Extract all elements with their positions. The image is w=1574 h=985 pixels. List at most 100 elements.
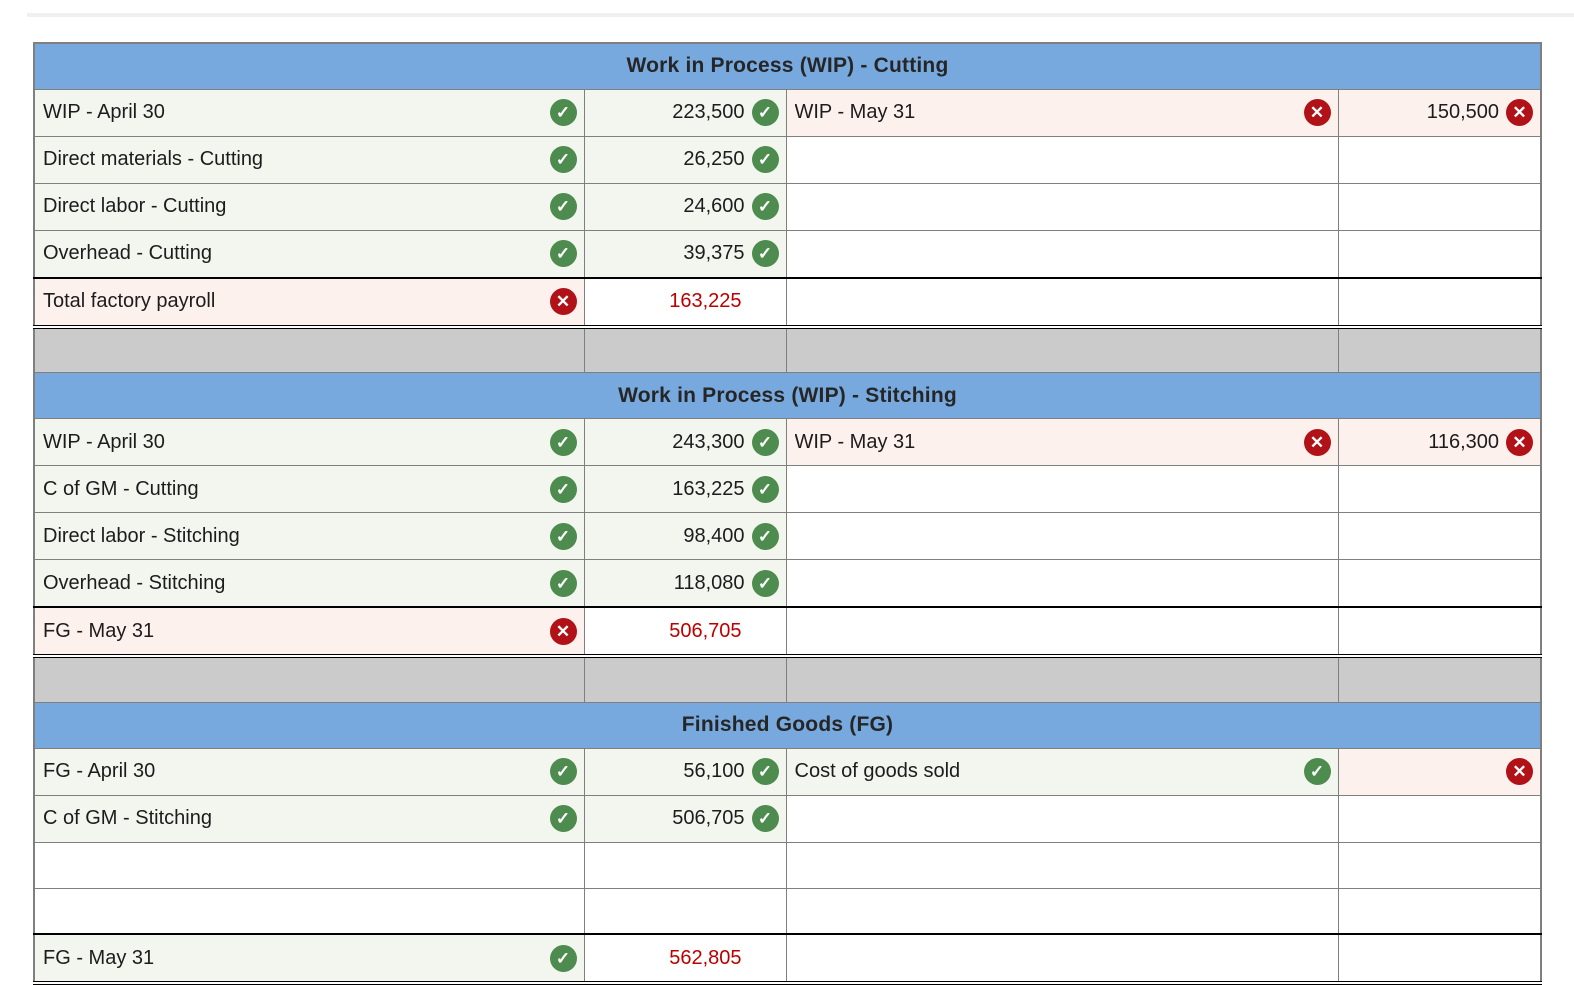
x-icon: ✕ [1303, 99, 1331, 126]
t-accounts-sheet: Work in Process (WIP) - Cutting WIP - Ap… [33, 42, 1542, 985]
debit-label-cell[interactable]: WIP - April 30 ✓ [33, 418, 585, 466]
account-entry-label: WIP - May 31 [794, 101, 916, 123]
debit-amount-cell[interactable]: 24,600 ✓ [583, 182, 787, 231]
section-title-finished-goods: Finished Goods (FG) [33, 701, 1542, 749]
check-icon: ✓ [751, 193, 779, 220]
debit-amount-cell[interactable] [583, 887, 787, 935]
credit-label-cell[interactable] [785, 276, 1339, 329]
credit-label-cell[interactable] [785, 559, 1339, 608]
credit-label-cell[interactable]: WIP - May 31 ✕ [785, 418, 1339, 466]
debit-amount-cell[interactable]: 163,225 [583, 276, 787, 329]
table-row: C of GM - Stitching ✓ 506,705 ✓ [33, 794, 1542, 843]
credit-amount-cell[interactable] [1337, 465, 1542, 513]
debit-label-cell[interactable]: FG - April 30 ✓ [33, 747, 585, 796]
t-accounts-table: Work in Process (WIP) - Cutting WIP - Ap… [33, 42, 1542, 985]
x-icon: ✕ [1506, 99, 1533, 126]
credit-amount-cell[interactable] [1337, 276, 1542, 329]
debit-label-cell[interactable]: Direct materials - Cutting ✓ [33, 135, 585, 184]
credit-label-cell[interactable] [785, 229, 1339, 278]
credit-label-cell[interactable] [785, 135, 1339, 184]
credit-amount-cell[interactable]: ✕ [1337, 747, 1542, 796]
debit-label-cell[interactable]: FG - May 31 ✓ [33, 933, 585, 985]
credit-amount-cell[interactable] [1337, 559, 1542, 608]
section-header-row: Work in Process (WIP) - Cutting [33, 42, 1542, 90]
check-icon: ✓ [751, 522, 779, 550]
debit-amount-cell[interactable]: 506,705 ✓ [583, 794, 787, 843]
debit-amount-cell[interactable]: 56,100 ✓ [583, 747, 787, 796]
account-entry-label: Total factory payroll [43, 290, 216, 312]
check-icon: ✓ [549, 475, 577, 503]
debit-label-cell[interactable]: FG - May 31 ✕ [33, 606, 585, 658]
credit-label-cell[interactable]: WIP - May 31 ✕ [785, 88, 1339, 137]
credit-label-cell[interactable] [785, 512, 1339, 560]
credit-amount-cell[interactable] [1337, 512, 1542, 560]
credit-label-cell[interactable] [785, 465, 1339, 513]
debit-label-cell[interactable]: Direct labor - Cutting ✓ [33, 182, 585, 231]
debit-amount-cell[interactable] [583, 841, 787, 889]
separator-row [33, 655, 1542, 703]
debit-amount-cell[interactable]: 26,250 ✓ [583, 135, 787, 184]
credit-amount-cell[interactable] [1337, 933, 1542, 985]
account-entry-label: Cost of goods sold [794, 760, 961, 782]
credit-amount-cell[interactable]: 116,300 ✕ [1337, 418, 1542, 466]
debit-amount-cell[interactable]: 562,805 [583, 933, 787, 985]
debit-amount-cell[interactable]: 506,705 [583, 606, 787, 658]
debit-label-cell[interactable] [33, 887, 585, 935]
credit-label-cell[interactable] [785, 887, 1339, 935]
credit-amount-cell[interactable] [1337, 841, 1542, 889]
amount-value: 163,225 [672, 477, 745, 500]
check-icon: ✓ [549, 428, 577, 456]
account-entry-label: FG - May 31 [43, 946, 155, 969]
account-entry-label: C of GM - Stitching [43, 807, 212, 829]
credit-label-cell[interactable] [785, 182, 1339, 231]
credit-label-cell[interactable] [785, 794, 1339, 843]
amount-value: 26,250 [683, 148, 745, 170]
total-row: Total factory payroll ✕ 163,225 [33, 276, 1542, 329]
credit-label-cell[interactable] [785, 606, 1339, 658]
amount-value: 562,805 [669, 946, 742, 969]
debit-label-cell[interactable]: Direct labor - Stitching ✓ [33, 512, 585, 560]
amount-value: 223,500 [672, 101, 745, 123]
debit-amount-cell[interactable]: 118,080 ✓ [583, 559, 787, 608]
debit-label-cell[interactable]: C of GM - Stitching ✓ [33, 794, 585, 843]
credit-amount-cell[interactable] [1337, 794, 1542, 843]
debit-amount-cell[interactable]: 39,375 ✓ [583, 229, 787, 278]
table-row: Direct materials - Cutting ✓ 26,250 ✓ [33, 135, 1542, 184]
debit-label-cell[interactable]: WIP - April 30 ✓ [33, 88, 585, 137]
credit-amount-cell[interactable] [1337, 135, 1542, 184]
section-header-row: Finished Goods (FG) [33, 701, 1542, 749]
debit-amount-cell[interactable]: 163,225 ✓ [583, 465, 787, 513]
check-icon: ✓ [549, 569, 577, 597]
credit-amount-cell[interactable] [1337, 887, 1542, 935]
top-divider-strip [27, 13, 1574, 17]
account-entry-label: Overhead - Stitching [43, 571, 226, 594]
credit-label-cell[interactable] [785, 841, 1339, 889]
amount-value: 98,400 [683, 524, 745, 547]
amount-value: 150,500 [1426, 101, 1499, 123]
debit-amount-cell[interactable]: 243,300 ✓ [583, 418, 787, 466]
debit-label-cell[interactable]: Overhead - Stitching ✓ [33, 559, 585, 608]
check-icon: ✓ [751, 805, 779, 832]
account-entry-label: FG - May 31 [43, 619, 155, 642]
debit-amount-cell[interactable]: 98,400 ✓ [583, 512, 787, 560]
table-row: WIP - April 30 ✓ 243,300 ✓ WIP - May 31 … [33, 418, 1542, 466]
debit-label-cell[interactable]: C of GM - Cutting ✓ [33, 465, 585, 513]
separator-row [33, 326, 1542, 373]
credit-amount-cell[interactable]: 150,500 ✕ [1337, 88, 1542, 137]
credit-amount-cell[interactable] [1337, 606, 1542, 658]
debit-label-cell[interactable] [33, 841, 585, 889]
amount-value: 24,600 [683, 195, 745, 217]
credit-amount-cell[interactable] [1337, 229, 1542, 278]
credit-label-cell[interactable]: Cost of goods sold ✓ [785, 747, 1339, 796]
debit-label-cell[interactable]: Overhead - Cutting ✓ [33, 229, 585, 278]
account-entry-label: C of GM - Cutting [43, 477, 199, 500]
debit-label-cell[interactable]: Total factory payroll ✕ [33, 276, 585, 329]
total-row: FG - May 31 ✕ 506,705 [33, 606, 1542, 658]
debit-amount-cell[interactable]: 223,500 ✓ [583, 88, 787, 137]
table-row: C of GM - Cutting ✓ 163,225 ✓ [33, 465, 1542, 513]
section-title-wip-stitching: Work in Process (WIP) - Stitching [33, 372, 1542, 419]
amount-value: 506,705 [672, 807, 745, 829]
credit-label-cell[interactable] [785, 933, 1339, 985]
credit-amount-cell[interactable] [1337, 182, 1542, 231]
check-icon: ✓ [751, 146, 779, 173]
